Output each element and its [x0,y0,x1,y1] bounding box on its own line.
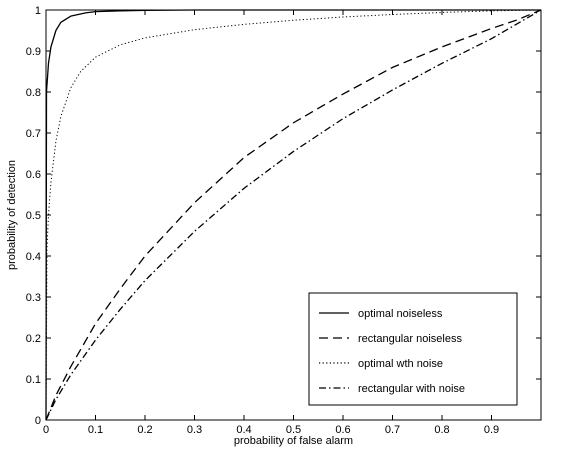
y-tick-label: 0.8 [26,87,41,99]
legend-box [308,292,518,406]
y-axis-label: probability of detection [6,160,18,270]
y-tick-label: 0.5 [26,210,41,222]
legend-label: rectangular with noise [358,383,465,395]
x-tick-label: 0.6 [335,424,350,436]
y-tick-label: 1 [35,5,41,17]
x-tick-label: 0.8 [434,424,449,436]
axes: 0 0.1 0.2 0.3 0.4 0.5 0.6 0.7 0.8 0.9 0 0.1 0.2 0.3 0.… [26,5,542,436]
y-tick-label: 0 [35,415,41,427]
x-tick-label: 0.1 [88,424,103,436]
x-tick-label: 0.4 [236,424,251,436]
y-tick-label: 0.6 [26,169,41,181]
series-line-1 [45,9,541,421]
x-axis-label: probability of false alarm [234,435,353,447]
y-tick-label: 0.9 [26,46,41,58]
series-lines [45,9,542,421]
x-tick-label: 0.3 [187,424,202,436]
x-tick-label: 0 [43,424,49,436]
y-tick-label: 0.4 [26,251,41,263]
y-tick-label: 0.2 [26,333,41,345]
legend-label: optimal noiseless [358,308,443,320]
x-tick-label: 0.2 [137,424,152,436]
series-line-2 [45,9,542,421]
series-line-4 [45,9,542,421]
legend: optimal noiseless rectangular noiseless op… [308,292,518,406]
x-tick-label: 0.9 [484,424,499,436]
y-tick-label: 0.3 [26,292,41,304]
series-line-3 [45,9,542,421]
y-tick-label: 0.7 [26,128,41,140]
x-tick-label: 0.5 [286,424,301,436]
x-tick-label: 0.7 [385,424,400,436]
legend-label: rectangular noiseless [358,333,462,345]
legend-label: optimal wth noise [358,358,443,370]
y-tick-label: 0.1 [26,374,41,386]
